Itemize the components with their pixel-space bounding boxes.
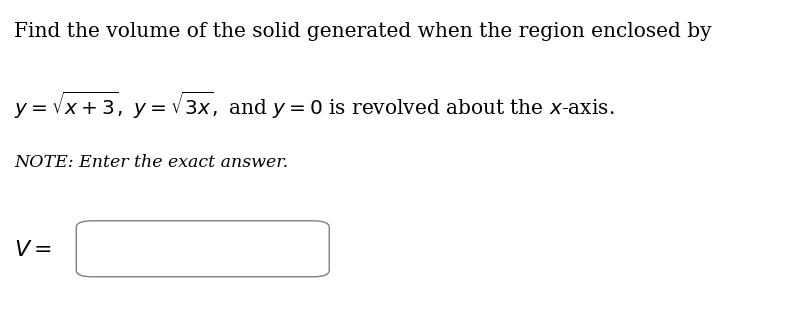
Text: NOTE: Enter the exact answer.: NOTE: Enter the exact answer. <box>14 154 288 171</box>
Text: Find the volume of the solid generated when the region enclosed by: Find the volume of the solid generated w… <box>14 22 711 41</box>
Text: $V =$: $V =$ <box>14 239 52 260</box>
Text: $y = \sqrt{x+3},\ y = \sqrt{3x},$ and $y = 0$ is revolved about the $x$-axis.: $y = \sqrt{x+3},\ y = \sqrt{3x},$ and $y… <box>14 90 614 121</box>
FancyBboxPatch shape <box>76 221 329 277</box>
